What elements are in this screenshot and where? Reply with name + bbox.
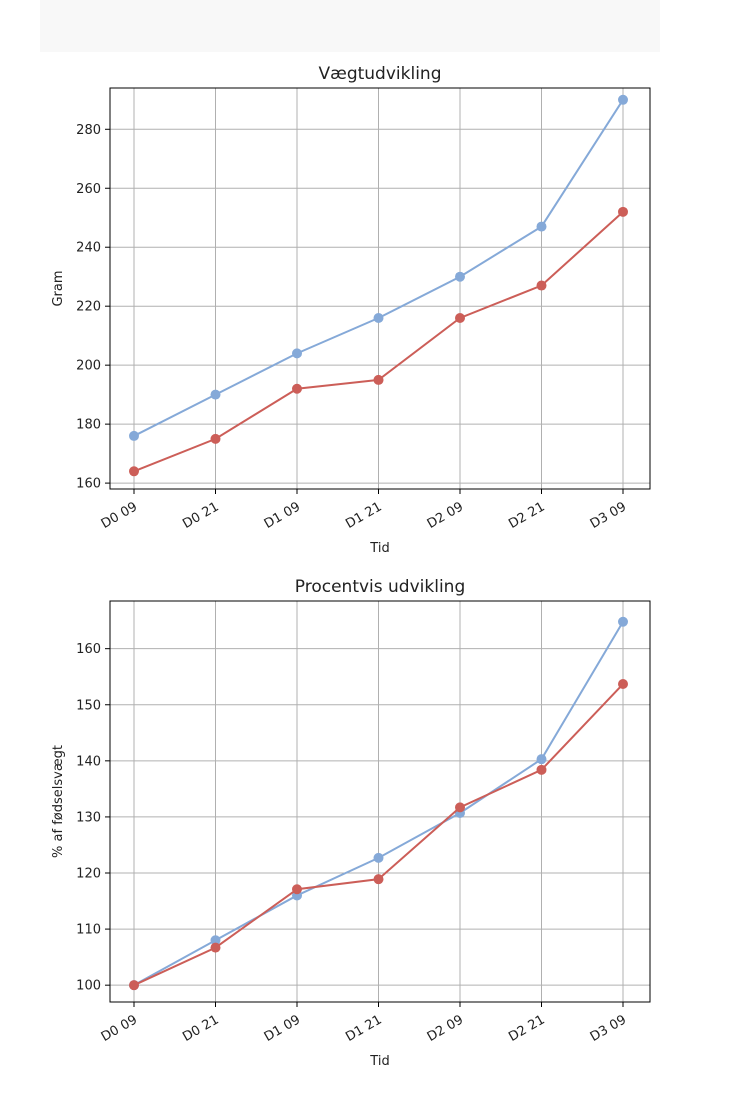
series-1-point: [455, 271, 465, 282]
y-tick-label: 280: [76, 123, 101, 138]
y-tick-label: 240: [76, 241, 101, 256]
series-1-point: [618, 94, 628, 105]
x-tick-label: D1 09: [262, 1012, 303, 1044]
series-1-point: [373, 312, 384, 323]
y-axis-label: % af fødselsvægt: [51, 745, 66, 858]
series-2-point: [292, 884, 302, 895]
series-2-point: [129, 466, 139, 477]
top-bar: [40, 0, 660, 52]
chart-title: Procentvis udvikling: [295, 577, 465, 597]
series-2-point: [455, 312, 465, 323]
x-axis-label: Tid: [369, 1054, 389, 1069]
x-tick-label: D1 21: [343, 499, 384, 531]
y-tick-label: 140: [76, 754, 101, 769]
y-tick-label: 100: [76, 979, 101, 994]
series-1-point: [292, 348, 302, 359]
x-tick-label: D1 21: [343, 1012, 384, 1044]
y-tick-label: 110: [76, 923, 101, 938]
x-tick-label: D3 09: [588, 499, 629, 531]
y-tick-label: 180: [76, 418, 101, 433]
y-tick-label: 200: [76, 359, 101, 374]
chart-title: Vægtudvikling: [319, 64, 442, 84]
series-2-point: [618, 206, 628, 217]
y-axis-label: Gram: [51, 270, 66, 306]
y-tick-label: 120: [76, 867, 101, 882]
x-tick-label: D2 21: [506, 1012, 547, 1044]
series-2-point: [536, 764, 547, 775]
plot-frame: [109, 600, 651, 1003]
series-1-point: [210, 935, 221, 946]
series-2-point: [455, 802, 465, 813]
series-1-point: [210, 389, 221, 400]
chart-1: D0 09 D0 21 D1 09 D1 21 D2 09 D2 21 D3 09 160 18…: [51, 64, 651, 556]
y-tick-label: 160: [76, 477, 101, 492]
series-2-point: [210, 433, 221, 444]
series-1-point: [618, 616, 628, 627]
x-tick-label: D0 09: [99, 1012, 140, 1044]
x-tick-label: D2 21: [506, 499, 547, 531]
series-2-point: [618, 679, 628, 690]
x-tick-label: D2 09: [425, 499, 466, 531]
series-1-point: [129, 430, 139, 441]
y-tick-label: 260: [76, 182, 101, 197]
x-axis-label: Tid: [369, 541, 389, 556]
series-2-point: [536, 280, 547, 291]
series-2-point: [210, 942, 221, 953]
series-2-point: [373, 374, 384, 385]
y-tick-label: 150: [76, 698, 101, 713]
x-tick-label: D3 09: [588, 1012, 629, 1044]
x-tick-label: D1 09: [262, 499, 303, 531]
series-2-point: [129, 980, 139, 991]
plot-frame: [109, 87, 651, 490]
series-1-point: [536, 754, 547, 765]
y-tick-label: 160: [76, 642, 101, 657]
x-tick-label: D0 21: [180, 1012, 221, 1044]
chart-2: D0 09 D0 21 D1 09 D1 21 D2 09 D2 21 D3 09 100 11…: [51, 577, 651, 1069]
y-tick-label: 220: [76, 300, 101, 315]
x-tick-label: D2 09: [425, 1012, 466, 1044]
y-tick-label: 130: [76, 810, 101, 825]
series-1-point: [536, 221, 547, 232]
series-1-point: [373, 852, 384, 863]
series-2-point: [292, 383, 302, 394]
x-tick-label: D0 21: [180, 499, 221, 531]
x-tick-label: D0 09: [99, 499, 140, 531]
series-2-point: [373, 874, 384, 885]
